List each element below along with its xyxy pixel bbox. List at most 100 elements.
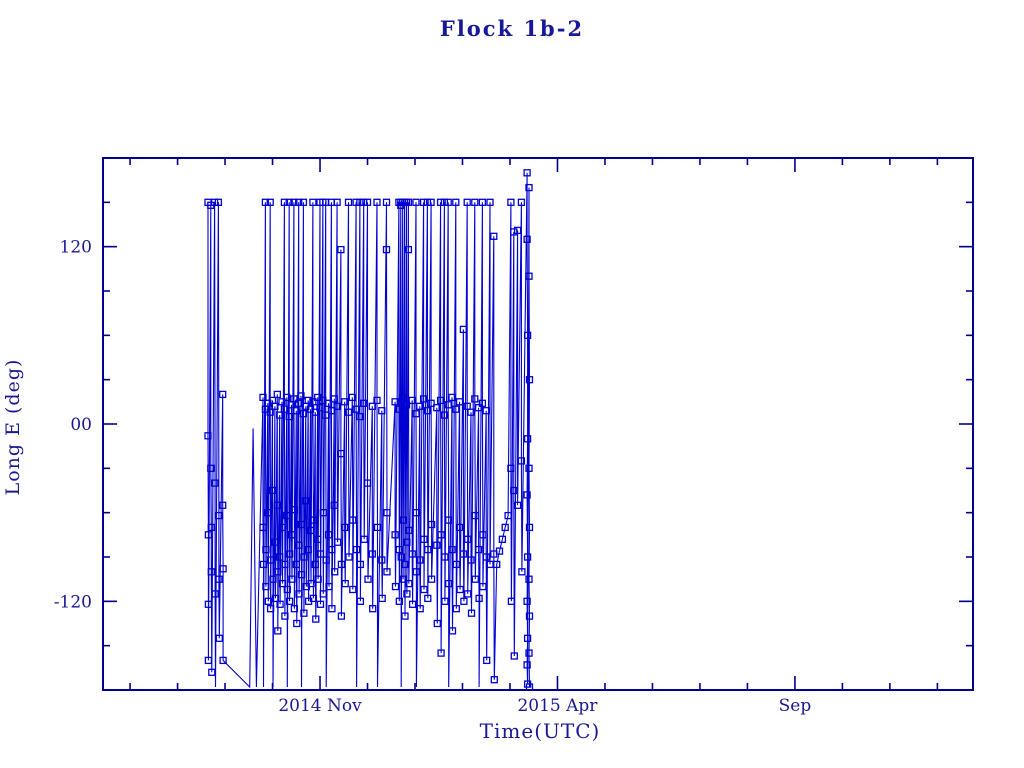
data-point-marker <box>211 479 219 487</box>
data-point-marker <box>437 531 445 539</box>
chart-title: Flock 1b-2 <box>439 16 585 41</box>
data-point-marker <box>207 568 215 576</box>
data-point-marker <box>404 198 413 206</box>
data-point-marker <box>271 538 279 546</box>
data-point-marker <box>271 402 279 410</box>
data-point-marker <box>467 556 475 564</box>
data-point-marker <box>523 491 531 499</box>
data-point-marker <box>330 501 338 509</box>
data-point-marker <box>478 198 487 206</box>
data-point-marker <box>311 560 319 569</box>
data-point-marker <box>525 575 533 583</box>
data-point-marker <box>215 575 223 583</box>
data-point-marker <box>405 579 413 588</box>
data-point-marker <box>433 619 441 628</box>
data-point-marker <box>215 634 223 642</box>
data-point-marker <box>285 198 293 206</box>
data-point-marker <box>322 411 330 419</box>
data-point-marker <box>309 516 318 524</box>
data-point-marker <box>382 198 391 206</box>
data-point-marker <box>341 579 349 588</box>
data-point-marker <box>214 198 223 206</box>
data-point-marker <box>285 412 293 421</box>
data-point-marker <box>327 407 336 415</box>
data-point-marker <box>412 509 421 517</box>
data-point-marker <box>324 399 333 407</box>
data-point-marker <box>412 410 420 418</box>
data-point-marker <box>424 594 432 603</box>
data-point-marker <box>369 605 377 613</box>
y-tick-label: 120 <box>60 238 92 258</box>
data-point-marker <box>276 411 284 419</box>
data-point-marker <box>287 531 296 539</box>
data-point-marker <box>437 649 445 657</box>
data-point-marker <box>452 560 460 569</box>
data-point-marker <box>373 523 382 532</box>
data-point-marker <box>399 575 407 583</box>
data-point-marker <box>261 198 270 206</box>
data-point-marker <box>304 545 312 554</box>
data-point-marker <box>299 410 308 418</box>
data-point-marker <box>455 398 464 406</box>
data-point-marker <box>459 550 468 558</box>
data-point-marker <box>337 560 346 569</box>
data-point-marker <box>471 575 479 583</box>
data-point-marker <box>471 395 479 403</box>
data-point-marker <box>304 396 312 405</box>
data-point-marker <box>419 198 428 206</box>
data-point-marker <box>479 582 487 591</box>
data-point-marker <box>525 649 533 657</box>
data-point-marker <box>452 405 460 413</box>
data-point-marker <box>211 590 219 598</box>
data-point-marker <box>383 509 391 517</box>
data-point-marker <box>295 590 303 598</box>
data-point-marker <box>427 575 436 583</box>
data-point-marker <box>333 402 341 410</box>
data-point-marker <box>525 183 533 192</box>
data-point-marker <box>207 523 215 532</box>
data-point-marker <box>498 535 507 543</box>
data-point-marker <box>283 511 291 520</box>
data-point-marker <box>309 594 318 603</box>
data-point-marker <box>345 553 353 561</box>
data-point-marker <box>280 405 289 413</box>
data-point-marker <box>324 531 333 539</box>
data-point-marker <box>423 407 432 415</box>
data-point-marker <box>300 609 308 617</box>
data-point-marker <box>420 585 428 594</box>
data-point-marker <box>292 407 300 415</box>
data-point-marker <box>423 198 432 206</box>
data-point-marker <box>219 565 227 573</box>
data-point-marker <box>424 545 432 554</box>
data-point-marker <box>382 245 391 254</box>
data-point-marker <box>399 393 407 402</box>
data-point-marker <box>486 198 494 206</box>
data-point-marker <box>405 526 413 535</box>
data-point-marker <box>412 198 420 206</box>
data-point-marker <box>264 509 272 517</box>
data-point-marker <box>433 541 441 549</box>
data-point-marker <box>210 198 219 206</box>
data-point-marker <box>314 535 322 543</box>
data-point-marker <box>525 523 534 532</box>
data-point-marker <box>274 627 282 635</box>
data-point-marker <box>297 520 305 529</box>
data-point-marker <box>356 560 365 569</box>
data-point-marker <box>344 408 353 416</box>
data-point-marker <box>403 590 411 598</box>
data-point-marker <box>322 556 330 564</box>
data-point-marker <box>208 668 216 676</box>
data-point-marker <box>507 198 515 206</box>
data-point-marker <box>288 575 296 583</box>
data-point-marker <box>344 198 353 206</box>
data-point-marker <box>264 597 272 605</box>
data-point-marker <box>471 511 479 520</box>
data-point-marker <box>420 535 428 543</box>
data-point-marker <box>330 395 338 403</box>
data-line <box>207 172 531 689</box>
data-point-marker <box>378 556 386 564</box>
data-point-marker <box>427 520 436 529</box>
data-point-marker <box>397 553 405 561</box>
data-point-marker <box>259 523 267 532</box>
